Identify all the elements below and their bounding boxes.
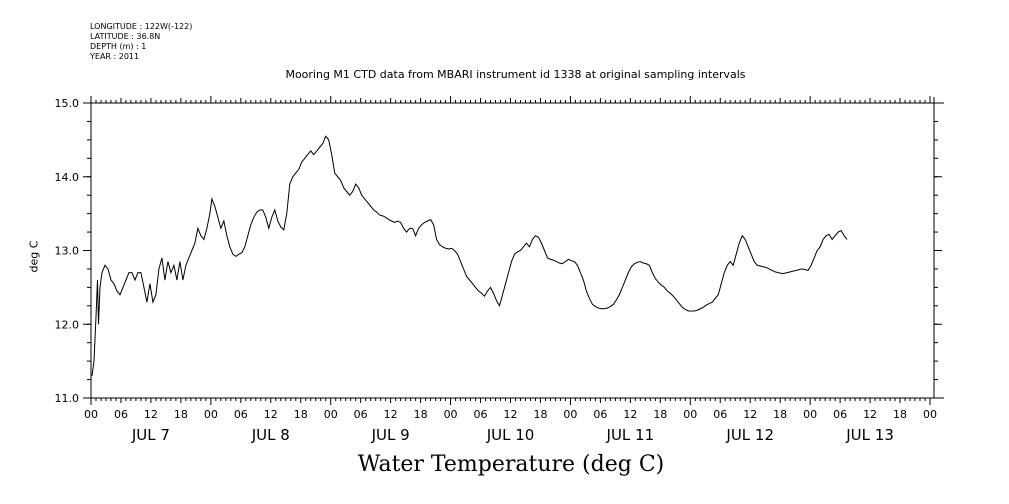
chart-title: Mooring M1 CTD data from MBARI instrumen… [285, 68, 746, 81]
day-label: JUL 8 [251, 426, 290, 444]
x-tick-label: 12 [144, 408, 158, 421]
x-tick-label: 00 [923, 408, 937, 421]
series-group [91, 135, 848, 376]
x-tick-label: 18 [773, 408, 787, 421]
x-tick-label: 00 [683, 408, 697, 421]
y-tick-label: 15.0 [55, 97, 80, 110]
x-tick-label: 06 [833, 408, 847, 421]
day-labels: JUL 7 JUL 8 JUL 9 JUL 10 JUL 11 JUL 12 JUL 13 [131, 426, 894, 444]
depth-label: DEPTH (m) : 1 [90, 42, 147, 51]
x-tick-label: 18 [174, 408, 188, 421]
x-tick-label: 12 [264, 408, 278, 421]
x-tick-label: 00 [204, 408, 218, 421]
x-tick-label: 06 [354, 408, 368, 421]
x-tick-label: 12 [623, 408, 637, 421]
longitude-label: LONGITUDE : 122W(-122) [90, 22, 193, 31]
x-tick-label: 06 [713, 408, 727, 421]
x-tick-label: 18 [414, 408, 428, 421]
x-tick-label: 06 [474, 408, 488, 421]
x-tick-label: 00 [84, 408, 98, 421]
year-label: YEAR : 2011 [90, 52, 140, 61]
day-label: JUL 10 [486, 426, 535, 444]
x-tick-label: 00 [324, 408, 338, 421]
latitude-label: LATITUDE : 36.8N [90, 32, 161, 41]
day-label: JUL 9 [371, 426, 410, 444]
day-label: JUL 13 [845, 426, 894, 444]
metadata-block: LONGITUDE : 122W(-122) LATITUDE : 36.8N … [90, 22, 192, 62]
x-tick-label: 18 [294, 408, 308, 421]
day-label: JUL 12 [725, 426, 774, 444]
x-tick-label: 12 [743, 408, 757, 421]
y-tick-label: 11.0 [55, 392, 80, 405]
y-tick-labels: 11.0 12.0 13.0 14.0 15.0 [55, 97, 80, 405]
x-tick-labels: 00 06 12 18 00 06 12 18 00 06 12 18 00 06 12 18 00 06 12 18… [84, 408, 937, 421]
x-tick-label: 00 [803, 408, 817, 421]
x-tick-label: 12 [504, 408, 518, 421]
x-tick-label: 18 [893, 408, 907, 421]
x-tick-label: 12 [863, 408, 877, 421]
x-tick-label: 18 [653, 408, 667, 421]
day-label: JUL 11 [606, 426, 655, 444]
x-tick-label: 06 [234, 408, 248, 421]
y-tick-label: 12.0 [55, 318, 80, 331]
x-tick-label: 00 [444, 408, 458, 421]
x-tick-label: 06 [593, 408, 607, 421]
y-tick-label: 14.0 [55, 171, 80, 184]
x-axis-label: Water Temperature (deg C) [357, 452, 665, 477]
x-tick-label: 12 [384, 408, 398, 421]
y-tick-label: 13.0 [55, 245, 80, 258]
x-tick-label: 06 [114, 408, 128, 421]
x-tick-label: 18 [533, 408, 547, 421]
chart-axes [83, 96, 944, 405]
x-tick-label: 00 [563, 408, 577, 421]
day-label: JUL 7 [131, 426, 170, 444]
water-temperature-line [91, 135, 848, 376]
